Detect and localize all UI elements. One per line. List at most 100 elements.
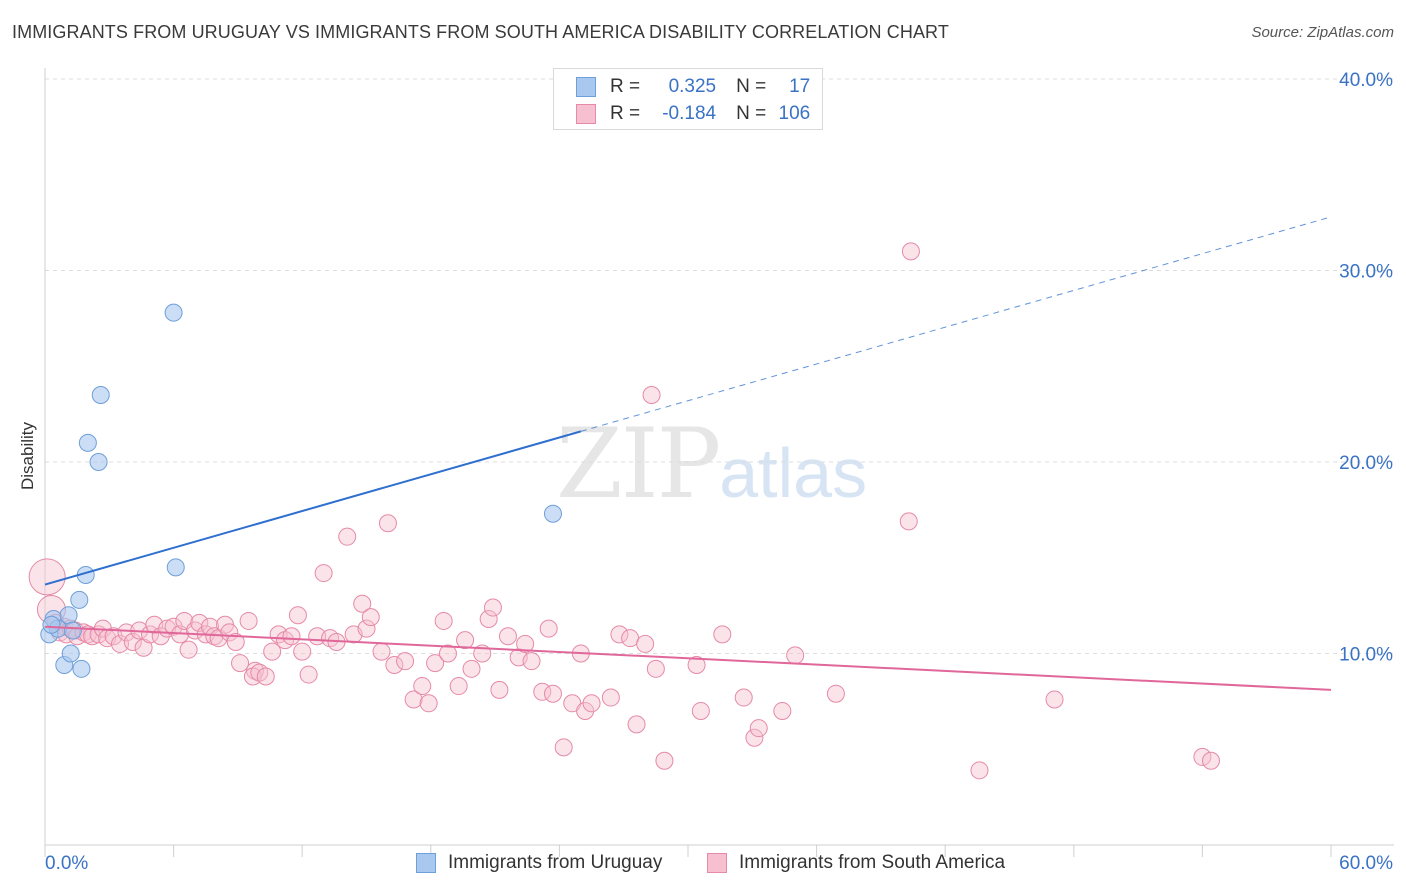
point-uruguay	[59, 606, 78, 625]
y-tick-label: 20.0%	[1339, 453, 1393, 474]
legend-n-label: N =	[736, 76, 767, 97]
point-south-america	[687, 655, 706, 674]
legend-r-value: 0.325	[668, 76, 717, 97]
x-tick-label: 60.0%	[1339, 853, 1393, 874]
point-south-america	[413, 677, 432, 696]
point-uruguay	[63, 621, 82, 640]
trendline-uruguay-extended	[580, 216, 1332, 432]
point-south-america	[288, 606, 307, 625]
legend-n-value: 17	[789, 76, 811, 97]
point-south-america	[239, 611, 258, 630]
point-south-america	[539, 619, 558, 638]
point-south-america	[479, 610, 498, 629]
point-south-america	[745, 728, 764, 747]
point-south-america	[256, 667, 275, 686]
point-south-america	[636, 634, 655, 653]
legend-item-uruguay: Immigrants from Uruguay	[416, 852, 662, 874]
point-uruguay	[91, 385, 110, 404]
point-south-america	[231, 654, 250, 673]
legend-label-south-america: Immigrants from South America	[739, 852, 1006, 873]
point-south-america	[490, 680, 509, 699]
point-south-america	[263, 642, 282, 661]
point-south-america	[282, 627, 301, 646]
y-tick-label: 40.0%	[1339, 70, 1393, 91]
point-south-america	[582, 694, 601, 713]
point-south-america	[385, 655, 404, 674]
point-uruguay	[72, 659, 91, 678]
point-south-america	[83, 627, 102, 646]
point-south-america	[786, 646, 805, 665]
point-south-america	[522, 652, 541, 671]
point-south-america	[749, 719, 768, 738]
x-tick-label: 0.0%	[45, 853, 88, 874]
point-south-america	[404, 690, 423, 709]
point-uruguay	[78, 433, 97, 452]
legend-r-value: -0.184	[662, 103, 717, 124]
series-legend: Immigrants from Uruguay Immigrants from …	[0, 852, 1406, 878]
point-south-america	[901, 242, 920, 261]
point-south-america	[899, 512, 918, 531]
trendline-uruguay	[44, 430, 582, 586]
point-south-america	[419, 694, 438, 713]
point-uruguay	[70, 590, 89, 609]
legend-r-label: R =	[610, 76, 641, 97]
point-uruguay	[543, 504, 562, 523]
y-tick-label: 10.0%	[1339, 645, 1393, 666]
legend-r-label: R =	[610, 103, 641, 124]
point-south-america	[1045, 690, 1064, 709]
watermark-zip: ZIP	[556, 408, 721, 520]
point-south-america	[190, 613, 209, 632]
point-south-america	[164, 617, 183, 636]
y-tick-label: 30.0%	[1339, 262, 1393, 283]
stats-legend: R = 0.325 N = 17 R = -0.184 N = 106	[553, 68, 823, 130]
legend-swatch-south-america	[576, 104, 596, 124]
legend-n-label: N =	[736, 103, 767, 124]
point-south-america	[396, 652, 415, 671]
point-south-america	[226, 633, 245, 652]
point-south-america	[621, 629, 640, 648]
legend-row-uruguay: R = 0.325 N = 17	[576, 75, 810, 99]
point-uruguay	[166, 558, 185, 577]
point-south-america	[655, 751, 674, 770]
point-south-america	[426, 654, 445, 673]
point-south-america	[293, 642, 312, 661]
point-uruguay	[42, 615, 61, 634]
point-south-america	[299, 665, 318, 684]
point-south-america	[449, 677, 468, 696]
point-south-america	[691, 701, 710, 720]
point-south-america	[713, 625, 732, 644]
point-south-america	[372, 642, 391, 661]
legend-swatch-south-america	[707, 853, 727, 873]
point-south-america	[361, 608, 380, 627]
point-south-america	[554, 738, 573, 757]
point-south-america	[314, 564, 333, 583]
point-south-america	[357, 619, 376, 638]
point-south-america	[516, 634, 535, 653]
legend-item-south-america: Immigrants from South America	[707, 852, 1005, 874]
point-south-america	[1193, 747, 1212, 766]
point-south-america	[483, 598, 502, 617]
point-south-america	[378, 514, 397, 533]
point-south-america	[456, 631, 475, 650]
trendline-south-america	[44, 625, 1332, 691]
point-south-america	[543, 684, 562, 703]
point-south-america	[434, 611, 453, 630]
watermark: ZIPatlas	[556, 408, 867, 520]
legend-swatch-uruguay	[576, 77, 596, 97]
point-uruguay	[89, 453, 108, 471]
point-south-america	[610, 625, 629, 644]
legend-swatch-uruguay	[416, 853, 436, 873]
legend-label-uruguay: Immigrants from Uruguay	[448, 852, 663, 873]
point-south-america	[438, 644, 457, 663]
point-south-america	[462, 659, 481, 678]
point-south-america	[353, 594, 372, 613]
point-south-america	[601, 688, 620, 707]
point-south-america	[970, 761, 989, 780]
point-south-america	[642, 385, 661, 404]
point-south-america	[1201, 751, 1220, 770]
point-south-america	[627, 715, 646, 734]
point-south-america	[576, 701, 595, 720]
legend-n-value: 106	[778, 103, 811, 124]
source-label: Source: ZipAtlas.com	[1251, 24, 1394, 41]
